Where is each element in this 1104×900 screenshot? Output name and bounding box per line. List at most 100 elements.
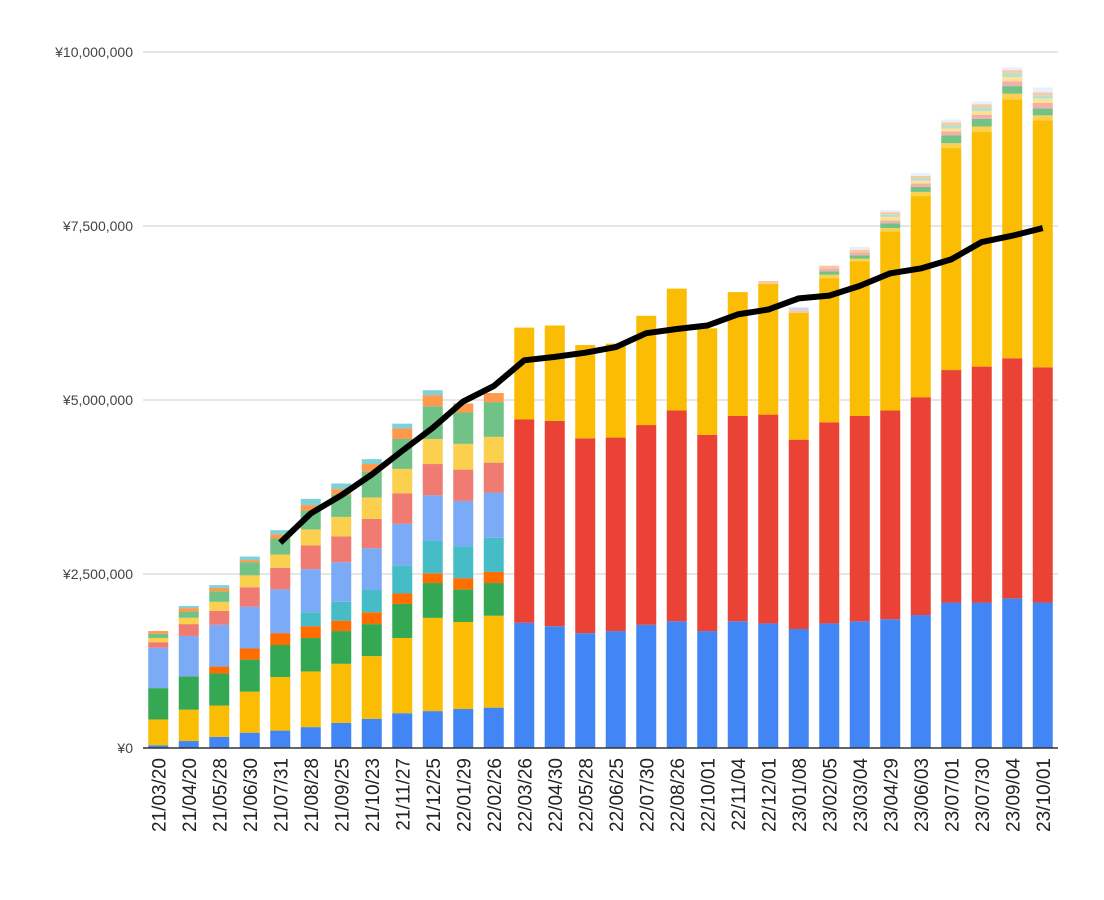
x-tick-label: 21/11/27 <box>393 758 414 831</box>
bar-segment <box>941 125 962 129</box>
x-tick-label: 22/01/29 <box>454 758 475 832</box>
bar-segment <box>910 397 931 616</box>
total-line-path <box>278 225 1044 545</box>
bar-segment <box>666 621 687 748</box>
bar-segment <box>483 707 504 748</box>
bar-segment <box>270 534 291 539</box>
bar-segment <box>239 648 260 660</box>
bar-segment <box>971 132 992 367</box>
bar-segment <box>300 505 321 511</box>
bar-segment <box>514 327 535 420</box>
x-tick-label: 22/05/28 <box>576 758 597 832</box>
bar-segment <box>544 325 565 421</box>
y-tick-label: ¥5,000,000 <box>62 392 133 408</box>
bar-segment <box>453 469 474 501</box>
bar-segment <box>880 216 901 221</box>
bar-segment <box>178 635 199 677</box>
bar-segment <box>392 638 413 714</box>
bar-segment <box>178 611 199 618</box>
bar-segment <box>148 719 169 746</box>
bar-segment <box>209 736 230 748</box>
x-tick-label: 23/02/05 <box>820 758 841 832</box>
bar-segment <box>392 428 413 439</box>
bar-segment <box>849 416 870 622</box>
bar-segment <box>910 196 931 398</box>
bar-segment <box>849 249 870 253</box>
x-tick-label: 23/09/04 <box>1003 758 1024 832</box>
bar-segment <box>483 393 504 403</box>
x-tick-label: 22/10/01 <box>698 758 719 832</box>
bar-segment <box>697 328 718 435</box>
gridlines <box>143 51 1058 575</box>
bar-segment <box>270 567 291 590</box>
bar-segment <box>300 626 321 639</box>
bar-segment <box>1032 367 1053 603</box>
bar-segment <box>209 587 230 592</box>
bar-segment <box>148 633 169 639</box>
x-tick-label: 23/06/03 <box>912 758 933 832</box>
bar-segment <box>849 252 870 256</box>
bar-segment <box>361 459 382 465</box>
bar-segment <box>1032 108 1053 116</box>
bar-segment <box>178 676 199 710</box>
bar-segment <box>239 575 260 588</box>
bar-segment <box>1032 87 1053 93</box>
bar-segment <box>300 498 321 506</box>
bar-segment <box>392 523 413 566</box>
bar-segment <box>483 492 504 538</box>
bar-segment <box>971 126 992 133</box>
bar-segment <box>910 191 931 197</box>
bar-segment <box>270 554 291 568</box>
bar-segment <box>666 288 687 411</box>
bar-segment <box>971 104 992 107</box>
bar-segment <box>209 624 230 667</box>
bar-segment <box>880 410 901 620</box>
bar-segment <box>971 366 992 603</box>
bar-segment <box>727 416 748 622</box>
bar-segment <box>605 631 626 748</box>
bar-segment <box>270 589 291 634</box>
bar-segment <box>910 183 931 188</box>
bar-segment <box>453 578 474 590</box>
bar-segment <box>819 271 840 275</box>
x-tick-label: 23/07/30 <box>973 758 994 832</box>
bar-segment <box>300 727 321 748</box>
bar-segment <box>1032 120 1053 368</box>
bar-segment <box>941 135 962 144</box>
bar-segment <box>819 265 840 269</box>
bar-segment <box>331 516 352 537</box>
bar-segment <box>422 438 443 465</box>
bar-segment <box>941 131 962 136</box>
bar-segment <box>422 464 443 496</box>
x-tick-label: 22/12/01 <box>759 758 780 832</box>
bar-segment <box>392 713 413 748</box>
bar-segment <box>483 402 504 437</box>
bar-segment <box>880 209 901 213</box>
bar-segment <box>331 483 352 490</box>
bar-segment <box>849 255 870 259</box>
bar-segment <box>605 437 626 632</box>
bar-segment <box>514 622 535 748</box>
bar-segment <box>575 633 596 748</box>
bar-segment <box>209 585 230 588</box>
x-tick-label: 22/07/30 <box>637 758 658 832</box>
x-tick-label: 21/10/23 <box>363 758 384 832</box>
bar-segment <box>239 732 260 748</box>
x-tick-label: 21/03/20 <box>149 758 170 832</box>
bar-segment <box>148 647 169 689</box>
bar-segment <box>971 106 992 112</box>
bar-segment <box>941 370 962 603</box>
bar-segment <box>331 663 352 723</box>
bar-segment <box>148 745 169 748</box>
bar-segment <box>148 631 169 634</box>
bar-segment <box>941 602 962 748</box>
bar-segment <box>941 122 962 126</box>
x-tick-label: 23/01/08 <box>790 758 811 832</box>
bar-segment <box>849 258 870 262</box>
x-tick-label: 21/08/28 <box>302 758 323 832</box>
bar-segment <box>148 642 169 648</box>
bar-segment <box>392 593 413 604</box>
bar-segment <box>270 633 291 645</box>
bar-segment <box>1002 72 1023 78</box>
